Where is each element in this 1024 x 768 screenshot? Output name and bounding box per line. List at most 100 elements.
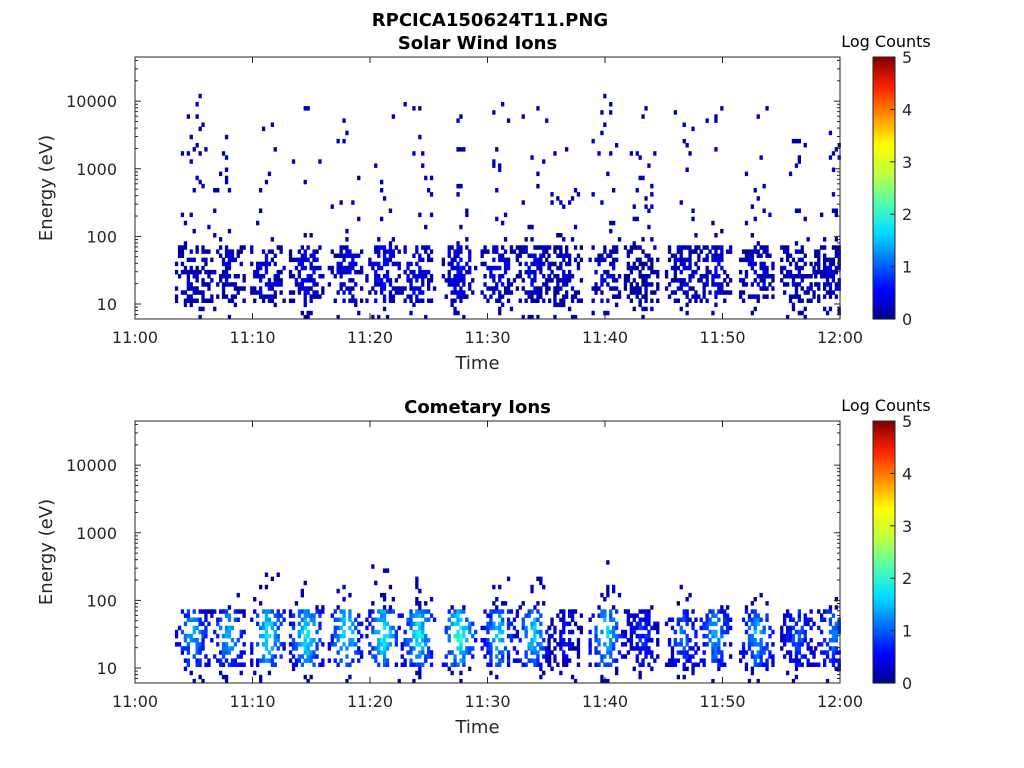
cell: [632, 290, 636, 295]
cell: [300, 592, 304, 598]
cell: [224, 650, 229, 655]
cell: [429, 654, 434, 659]
cell: [303, 613, 307, 618]
cell: [486, 613, 490, 618]
cell: [351, 278, 355, 283]
cell: [195, 269, 199, 275]
cell: [739, 650, 743, 655]
cell: [786, 282, 790, 287]
cell: [327, 282, 331, 287]
cell: [421, 151, 425, 156]
cell: [823, 658, 827, 663]
cell: [612, 617, 616, 622]
cell: [198, 306, 202, 312]
cell: [711, 613, 715, 618]
cell: [717, 609, 721, 614]
cell: [270, 298, 274, 303]
cell: [786, 249, 790, 254]
cell: [351, 629, 355, 635]
cell: [573, 294, 578, 299]
cell: [276, 282, 280, 287]
cell: [186, 269, 190, 275]
cell: [803, 654, 807, 659]
cell: [336, 588, 340, 594]
cell: [354, 617, 358, 622]
cell: [415, 662, 419, 667]
cell: [391, 249, 395, 254]
cell: [568, 642, 572, 647]
colorbar-segment: [873, 303, 895, 307]
cell: [339, 269, 343, 275]
colorbar-segment: [873, 659, 895, 663]
cell: [192, 290, 196, 295]
cell: [685, 633, 689, 639]
cell: [834, 629, 838, 635]
cell: [688, 265, 692, 271]
cell: [762, 269, 766, 275]
cell: [330, 633, 334, 639]
cell: [837, 282, 841, 287]
cell: [547, 253, 551, 258]
cell: [415, 654, 419, 659]
cell: [834, 282, 838, 287]
cell: [259, 601, 263, 606]
cell: [806, 290, 810, 295]
cell: [177, 642, 182, 647]
cell: [180, 290, 185, 295]
cell: [609, 253, 613, 258]
cell: [462, 294, 466, 299]
cell: [562, 642, 566, 647]
cell: [576, 662, 581, 667]
cell: [183, 658, 188, 663]
cell: [780, 278, 784, 283]
cell: [530, 625, 534, 631]
cell: [765, 253, 769, 258]
cell: [823, 306, 827, 312]
cell: [371, 646, 375, 651]
cell: [273, 261, 277, 267]
cell: [388, 629, 393, 635]
cell: [512, 625, 517, 631]
cell: [412, 269, 416, 275]
cell: [708, 629, 712, 635]
cell: [201, 638, 205, 643]
colorbar-segment: [873, 298, 895, 302]
cell: [831, 245, 836, 250]
cell: [264, 621, 269, 627]
colorbar-segment: [873, 91, 895, 95]
cell: [471, 654, 475, 659]
cell: [536, 245, 540, 250]
cell: [644, 253, 648, 258]
cell: [545, 245, 549, 250]
cell: [256, 613, 260, 618]
cell: [576, 265, 581, 271]
cell: [498, 265, 502, 271]
cell: [573, 621, 578, 627]
cell: [198, 179, 202, 185]
cell: [600, 253, 604, 258]
cell: [382, 257, 387, 263]
cell: [354, 298, 358, 303]
cell: [506, 609, 511, 614]
colorbar-tick-label: 0: [902, 310, 912, 329]
cell: [823, 253, 827, 258]
cell: [465, 646, 469, 651]
cell: [230, 249, 235, 254]
cell: [465, 617, 469, 622]
cell: [201, 298, 205, 303]
colorbar-segment: [873, 308, 895, 312]
cell: [670, 654, 675, 659]
cell: [236, 662, 240, 667]
cell: [720, 633, 724, 639]
cell: [391, 633, 395, 639]
cell: [783, 245, 787, 250]
cell: [483, 609, 487, 614]
cell: [556, 642, 560, 647]
cell: [261, 249, 266, 254]
cell: [797, 282, 801, 287]
cell: [342, 265, 346, 271]
cell: [306, 310, 310, 316]
cell: [831, 257, 836, 263]
cell: [427, 282, 431, 287]
cell: [550, 192, 554, 197]
